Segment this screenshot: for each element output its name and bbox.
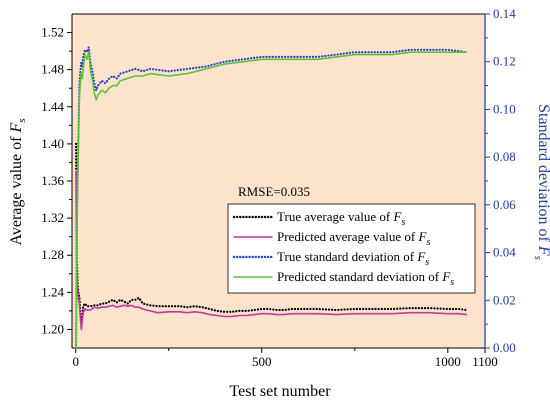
legend-label-prefix: True standard deviation of: [277, 249, 417, 264]
y-left-tick-label: 1.52: [41, 25, 64, 40]
y-left-tick-label: 1.44: [41, 99, 64, 114]
x-tick-label: 0: [72, 354, 79, 369]
x-tick-label: 1100: [472, 354, 498, 369]
y-left-symbol: F: [8, 123, 25, 134]
legend-label-4: Predicted standard deviation of Fs: [277, 269, 454, 288]
y-left-prefix: Average value of: [8, 133, 25, 246]
legend-label-3: True standard deviation of Fs: [277, 249, 429, 268]
plot-background: [72, 14, 485, 348]
legend-label-subscript: s: [425, 257, 429, 268]
series-line-3: [74, 46, 468, 350]
legend-label-subscript: s: [401, 217, 405, 228]
y-right-tick-label: 0.04: [493, 245, 516, 260]
y-right-tick-label: 0.00: [493, 340, 516, 355]
legend-label-subscript: s: [426, 237, 430, 248]
y-left-tick-label: 1.24: [41, 284, 64, 299]
legend-label-symbol: F: [392, 209, 402, 224]
x-axis-title: Test set number: [229, 383, 331, 400]
y-left-tick-label: 1.32: [41, 210, 64, 225]
legend-label-prefix: True average value of: [277, 209, 393, 224]
y-left-tick-label: 1.36: [41, 173, 64, 188]
y-right-prefix: Standard deviation of: [535, 104, 550, 246]
legend-label-prefix: Predicted standard deviation of: [277, 269, 442, 284]
y-right-subscript: s: [532, 256, 544, 260]
legend-label-subscript: s: [450, 277, 454, 288]
y-axis-left-title: Average value of Fs: [8, 118, 28, 245]
y-left-tick-label: 1.20: [41, 321, 64, 336]
y-right-tick-label: 0.02: [493, 292, 516, 307]
x-tick-label: 500: [252, 354, 272, 369]
y-right-symbol: F: [535, 245, 550, 256]
x-tick-label: 1000: [435, 354, 461, 369]
series-line-4: [75, 51, 468, 349]
y-left-tick-label: 1.40: [41, 136, 64, 151]
series-line-1: [74, 142, 468, 326]
legend-label-prefix: Predicted average value of: [277, 229, 418, 244]
y-left-subscript: s: [16, 118, 28, 122]
legend-label-2: Predicted average value of Fs: [277, 229, 430, 248]
y-right-tick-label: 0.08: [493, 149, 516, 164]
rmse-annotation: RMSE=0.035: [238, 184, 310, 199]
y-right-tick-label: 0.14: [493, 6, 516, 21]
legend-label-symbol: F: [441, 269, 451, 284]
y-right-tick-label: 0.06: [493, 197, 516, 212]
y-right-tick-label: 0.12: [493, 54, 516, 69]
y-axis-right-title: Standard deviation of Fs: [532, 104, 550, 260]
series-line-2: [75, 170, 468, 331]
legend-label-symbol: F: [416, 249, 426, 264]
legend-box: [227, 203, 476, 294]
y-right-tick-label: 0.10: [493, 101, 516, 116]
legend-label-1: True average value of Fs: [277, 209, 405, 228]
series-layer: [74, 46, 468, 350]
legend-label-symbol: F: [417, 229, 427, 244]
y-left-tick-label: 1.28: [41, 247, 64, 262]
y-left-tick-label: 1.48: [41, 62, 64, 77]
